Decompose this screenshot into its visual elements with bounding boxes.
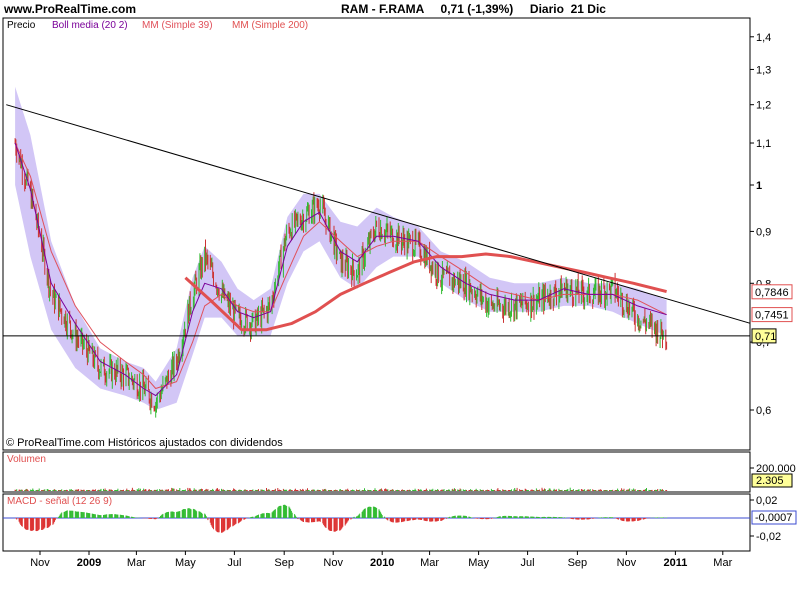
x-tick-label: Mar: [713, 557, 732, 569]
legend-item: MM (Simple 200): [232, 20, 308, 31]
y-tick-label: 0,6: [756, 405, 771, 417]
bollinger-band-layer: [15, 86, 667, 410]
legend-item: MM (Simple 39): [142, 20, 213, 31]
value-tag: 0,71: [755, 331, 776, 343]
volume-current-tag: 2.305: [756, 475, 784, 487]
x-tick-label: Nov: [323, 557, 343, 569]
x-tick-label: Jul: [521, 557, 535, 569]
price-value-tags: 0,7846 0,7451 0,71: [751, 284, 793, 344]
macd-panel[interactable]: [2, 493, 751, 552]
bollinger-mid-line: [14, 142, 667, 397]
x-tick-label: Mar: [127, 557, 146, 569]
descending-trendline[interactable]: [6, 104, 772, 330]
chart-title: RAM - F.RAMA 0,71 (-1,39%) Diario 21 Dic: [341, 2, 606, 16]
indicator-lines-layer: [14, 142, 667, 397]
chart-legend: Precio Boll media (20 2) MM (Simple 39) MM …: [7, 20, 308, 31]
x-tick-label: Jul: [227, 557, 241, 569]
chart-footnote: © ProRealTime.com Históricos ajustados c…: [6, 437, 283, 449]
x-tick-label: Nov: [30, 557, 50, 569]
y-tick-label: 1,2: [756, 100, 771, 112]
macd-current-tag: -0,0007: [755, 512, 792, 524]
x-tick-label: May: [468, 557, 489, 569]
x-tick-label: 2009: [77, 557, 101, 569]
x-tick-label: Nov: [617, 557, 637, 569]
x-tick-label: Sep: [568, 557, 588, 569]
x-tick-label: Mar: [420, 557, 439, 569]
site-label[interactable]: www.ProRealTime.com: [3, 2, 136, 16]
x-tick-label: 2010: [370, 557, 394, 569]
y-tick-label: 1,3: [756, 64, 771, 76]
macd-current-tag-box: [751, 510, 797, 525]
value-tag: 0,7451: [755, 310, 789, 322]
price-bars-layer: [14, 138, 668, 418]
macd-label: MACD - señal (12 26 9): [7, 496, 112, 507]
price-y-axis: 1,41,31,21,110,90,80,70,6: [750, 32, 771, 417]
y-tick-label: 0,9: [756, 226, 771, 238]
volume-tick-label: 200.000: [756, 463, 796, 475]
volume-label: Volumen: [7, 454, 46, 465]
mm39-line: [14, 142, 667, 389]
volume-panel[interactable]: [2, 451, 751, 493]
x-tick-label: Sep: [274, 557, 294, 569]
bollinger-band-area: [15, 86, 667, 410]
value-tag-box: [751, 328, 777, 344]
mm200-line: [184, 252, 667, 332]
legend-item: Precio: [7, 20, 36, 31]
x-tick-label: 2011: [663, 557, 687, 569]
value-tag: 0,7846: [755, 287, 789, 299]
volume-bars-layer: [14, 487, 668, 491]
macd-tick-bottom: -0,02: [756, 531, 781, 543]
y-tick-label: 1,4: [756, 32, 771, 44]
y-tick-label: 1,1: [756, 138, 771, 150]
legend-item: Boll media (20 2): [52, 20, 128, 31]
date-x-axis: Nov 2009 Mar May Jul Sep Nov 2010 Mar May Jul Sep No…: [30, 551, 733, 569]
trendlines-layer: [3, 104, 772, 337]
value-tag-box: [751, 284, 793, 300]
macd-bars-layer: [3, 504, 750, 533]
y-tick-label: 1: [756, 180, 762, 192]
value-tag-box: [751, 307, 793, 323]
macd-tick-top: 0,02: [756, 495, 777, 507]
volume-current-tag-box: [751, 473, 793, 488]
x-tick-label: May: [175, 557, 196, 569]
